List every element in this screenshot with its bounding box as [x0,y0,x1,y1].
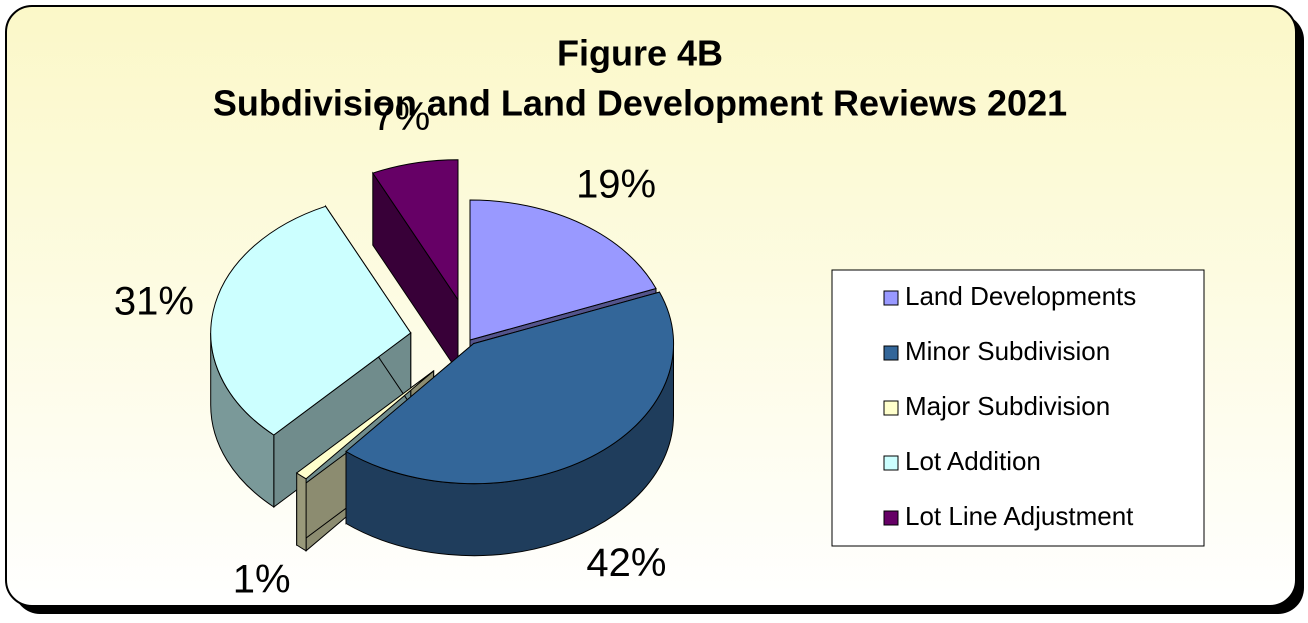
legend-label: Minor Subdivision [905,336,1110,366]
data-label: 1% [233,557,291,601]
legend-swatch [884,401,898,415]
slice-wall [297,473,306,551]
chart-title: Figure 4B [557,33,723,74]
data-label: 7% [372,95,430,139]
data-label: 42% [586,541,666,585]
legend-swatch [884,456,898,470]
legend-label: Land Developments [905,281,1136,311]
chart-subtitle: Subdivision and Land Development Reviews… [213,83,1067,124]
legend-swatch [884,511,898,525]
legend-label: Major Subdivision [905,391,1110,421]
legend-label: Lot Line Adjustment [905,501,1134,531]
data-label: 31% [114,280,194,324]
legend-label: Lot Addition [905,446,1041,476]
data-label: 19% [576,163,656,207]
legend-swatch [884,346,898,360]
legend-swatch [884,291,898,305]
